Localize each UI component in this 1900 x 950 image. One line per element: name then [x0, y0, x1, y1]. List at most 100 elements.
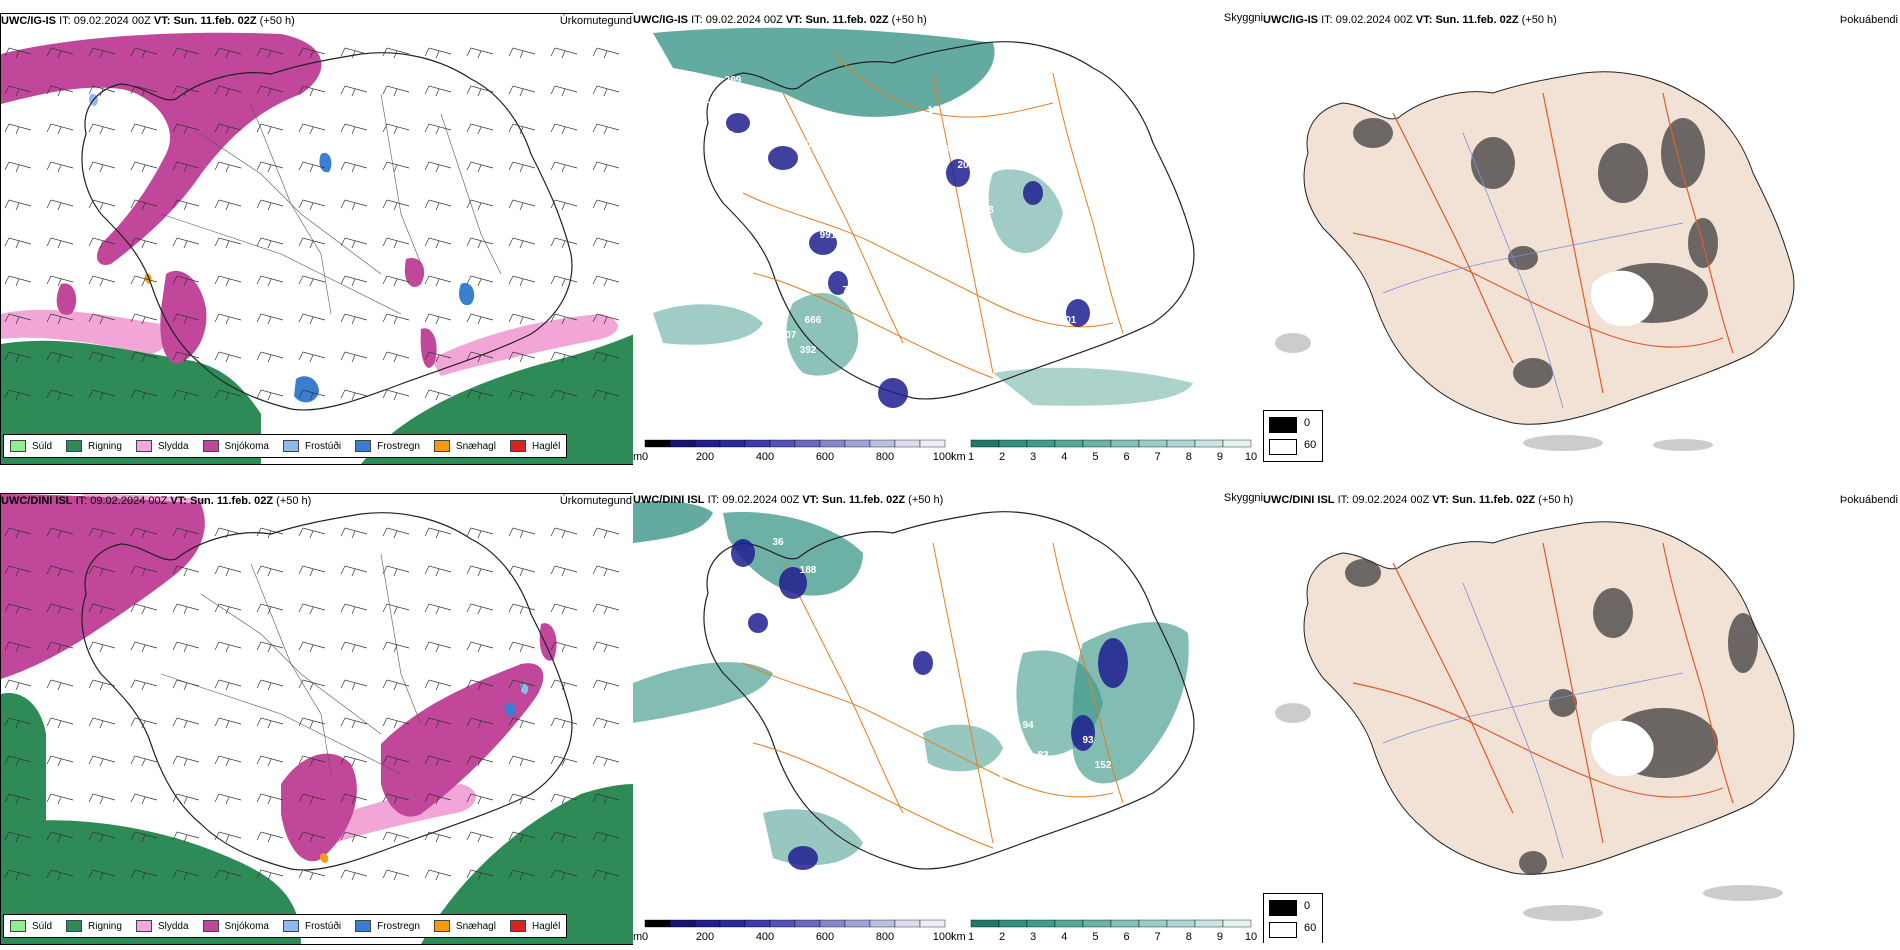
fog-legend-1: 0 60	[1263, 410, 1323, 462]
legend-label: Frostúði	[304, 440, 342, 452]
wind-barb	[130, 527, 158, 539]
legend-item: Snjókoma	[202, 920, 269, 932]
wind-barb	[550, 641, 578, 653]
swatch	[10, 440, 26, 452]
wind-barb	[298, 123, 326, 135]
wind-barb	[46, 679, 74, 691]
model-name: UWC/IG-IS	[1263, 14, 1318, 26]
scale-tick: 2	[999, 451, 1005, 463]
wind-barb	[172, 869, 200, 881]
wind-barb	[46, 831, 74, 843]
wind-barb	[214, 237, 242, 249]
colorbar-cell	[919, 919, 946, 928]
legend-item: Slydda	[135, 440, 189, 452]
wind-barb	[382, 313, 410, 325]
wind-barb	[4, 161, 32, 173]
colorbar-cell	[1222, 439, 1252, 448]
colorbar-cell	[844, 919, 871, 928]
colorbar-cell	[744, 919, 771, 928]
wind-barb	[88, 793, 116, 805]
cloud-base-label: 991	[820, 230, 837, 241]
legend-label: Rigning	[88, 440, 122, 452]
fog-tick-60: 60	[1304, 922, 1317, 934]
swatch	[355, 920, 372, 932]
wind-barb	[550, 85, 578, 97]
swatch	[66, 920, 83, 932]
cloud-base-label: 10	[992, 725, 1004, 736]
wind-barb	[592, 869, 620, 881]
cloud-base-label: 146	[755, 95, 772, 106]
cloud-base-label: 207	[800, 140, 817, 151]
wind-barb	[88, 717, 116, 729]
wind-barb	[550, 351, 578, 363]
wind-barb	[130, 679, 158, 691]
legend-label: Snjókoma	[224, 440, 269, 452]
scale-tick: 10	[1245, 931, 1257, 943]
lead-time: (+50 h)	[259, 15, 295, 27]
cloud-base-label: 307	[780, 330, 797, 341]
wind-barb	[382, 123, 410, 135]
wind-barb	[46, 717, 74, 729]
wind-barb	[46, 123, 74, 135]
scale-tick: 1000	[933, 451, 953, 463]
wind-barb	[4, 793, 32, 805]
legend-item: Rigning	[66, 440, 122, 452]
wind-barb	[4, 527, 32, 539]
wind-barb	[424, 313, 452, 325]
fog-swatch-high	[1269, 417, 1297, 433]
valid-time: Sun. 11.feb. 02Z	[189, 495, 274, 507]
cloud-base-label: 888	[875, 130, 892, 141]
colorbar-cell	[819, 919, 846, 928]
legend-label: Snæhagl	[455, 440, 496, 452]
cloud-base-label: 36	[937, 400, 949, 411]
legend-item: Haglél	[509, 920, 560, 932]
wind-barb	[466, 161, 494, 173]
wind-barb	[550, 161, 578, 173]
wind-barb	[172, 199, 200, 211]
scale-tick: 10	[1245, 451, 1257, 463]
wind-barb	[214, 389, 242, 401]
wind-barb	[382, 755, 410, 767]
wind-barb	[424, 793, 452, 805]
scale-unit: m	[633, 451, 642, 463]
cloud-base-label: 74	[957, 895, 969, 906]
vis-scale-1: km 1 2 3 4 5 6 7 8 9 10	[943, 438, 1263, 464]
wind-barb	[340, 351, 368, 363]
wind-barb	[214, 199, 242, 211]
vis-colorbar: km 1 2 3 4 5 6 7 8 9 10	[951, 439, 1257, 463]
model-name: UWC/IG-IS	[1, 15, 56, 27]
wind-barb	[172, 717, 200, 729]
cloud-panel-1: 299 167 146 14 207 888 95 251 486 991 360 94 87 72 307…	[633, 13, 1263, 465]
cloud-base-label: 90	[1042, 820, 1054, 831]
wind-barb	[340, 161, 368, 173]
wind-barb	[340, 755, 368, 767]
cloud-base-label: 101	[1060, 315, 1077, 326]
wind-barb	[46, 47, 74, 59]
wind-barb	[214, 717, 242, 729]
wind-barb	[256, 603, 284, 615]
wind-barb	[172, 527, 200, 539]
wind-barb	[382, 161, 410, 173]
wind-barb	[508, 351, 536, 363]
wind-barb	[592, 313, 620, 325]
wind-barb	[256, 85, 284, 97]
vt-label: VT:	[1415, 14, 1433, 26]
wind-barb	[88, 831, 116, 843]
colorbar-cell	[998, 439, 1028, 448]
wind-barb	[466, 603, 494, 615]
colorbar-cell	[769, 439, 796, 448]
wind-barb	[130, 565, 158, 577]
vt-label: VT:	[153, 15, 171, 27]
precip-legend-1: Súld Rigning Slydda Snjókoma Frostúði Fr…	[3, 434, 568, 458]
colorbar-cell	[719, 439, 746, 448]
wind-barb	[424, 161, 452, 173]
wind-barb	[466, 793, 494, 805]
wind-barb	[214, 603, 242, 615]
valid-time: Sun. 11.feb. 02Z	[1451, 494, 1536, 506]
wind-barb	[4, 869, 32, 881]
wind-barb	[88, 527, 116, 539]
precip-title-1: Úrkomutegund	[559, 15, 632, 27]
wind-barb	[172, 237, 200, 249]
wind-barb	[46, 603, 74, 615]
wind-barb	[298, 237, 326, 249]
